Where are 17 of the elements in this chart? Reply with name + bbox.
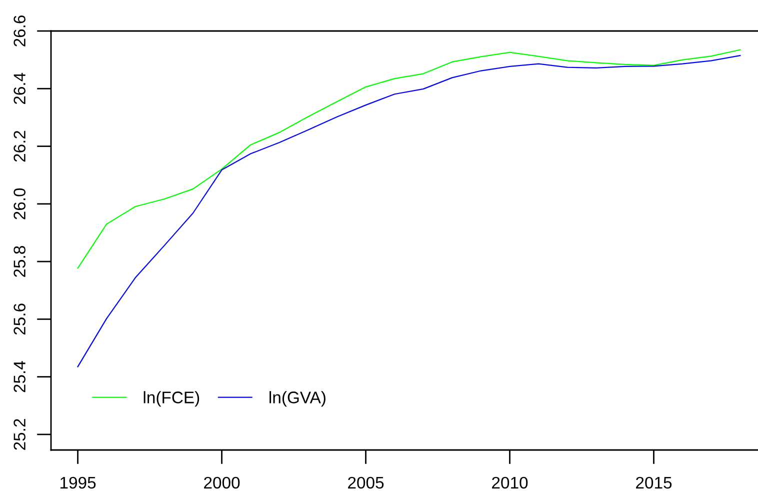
line-series bbox=[77, 49, 741, 269]
line-series bbox=[77, 54, 741, 368]
x-tick-label: 2000 bbox=[204, 476, 240, 489]
y-tick-label: 25.8 bbox=[14, 246, 26, 277]
y-tick-label: 26.0 bbox=[14, 188, 26, 220]
y-tick-label: 26.6 bbox=[14, 16, 26, 46]
legend-label: ln(FCE) bbox=[144, 391, 200, 407]
y-tick-label: 25.4 bbox=[14, 361, 26, 392]
y-tick-label: 26.2 bbox=[14, 130, 26, 162]
legend-label: ln(GVA) bbox=[270, 391, 326, 407]
x-tick-label: 2010 bbox=[492, 476, 528, 489]
y-tick-label: 26.4 bbox=[14, 72, 26, 104]
x-tick-label: 2005 bbox=[348, 476, 384, 489]
x-tick-label: 1995 bbox=[60, 476, 96, 489]
y-tick-label: 25.2 bbox=[14, 419, 26, 450]
x-tick-label: 2015 bbox=[636, 476, 672, 489]
y-tick-label: 25.6 bbox=[14, 304, 26, 335]
